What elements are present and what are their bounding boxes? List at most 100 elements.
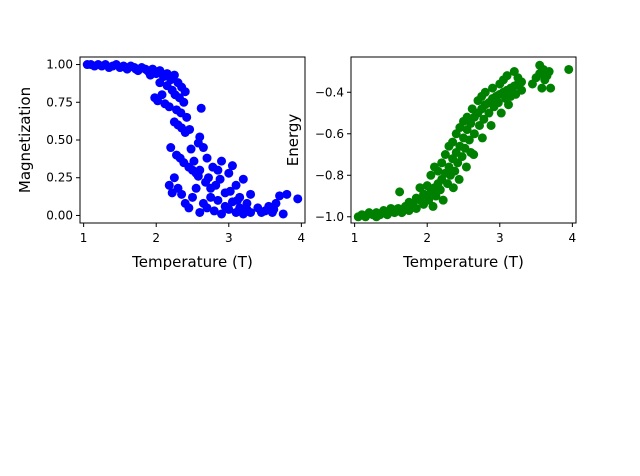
magnetization-point-106	[193, 171, 203, 181]
magnetization-point-59	[224, 168, 234, 178]
energy-point-94	[474, 120, 484, 130]
energy-point-105	[448, 183, 458, 193]
magnetization-y-tick-label-4: 1.00	[46, 58, 73, 72]
magnetization-point-52	[202, 153, 212, 163]
energy-y-axis: −1.0 −0.8 −0.6 −0.4	[315, 85, 351, 224]
energy-point-51	[564, 64, 574, 74]
energy-point-52	[395, 187, 405, 197]
magnetization-point-101	[215, 174, 225, 184]
magnetization-point-42	[166, 143, 176, 153]
magnetization-point-87	[246, 207, 256, 217]
energy-y-tick-label-0: −1.0	[315, 210, 344, 224]
energy-x-axis-label: Temperature (T)	[402, 253, 524, 271]
magnetization-point-66	[169, 173, 179, 183]
magnetization-point-119	[121, 63, 131, 73]
magnetization-point-81	[224, 204, 234, 214]
energy-point-96	[484, 108, 494, 118]
energy-point-70	[480, 87, 490, 97]
energy-point-84	[431, 191, 441, 201]
energy-x-tick-label-2: 3	[496, 231, 504, 245]
magnetization-point-110	[170, 90, 180, 100]
magnetization-point-61	[231, 180, 241, 190]
energy-y-tick-label-1: −0.8	[315, 168, 344, 182]
magnetization-y-axis-label: Magnetization	[16, 87, 34, 193]
energy-y-tick-label-2: −0.6	[315, 127, 344, 141]
energy-point-98	[493, 98, 503, 108]
energy-point-102	[386, 203, 396, 213]
energy-point-67	[467, 104, 477, 114]
energy-point-107	[461, 162, 471, 172]
magnetization-point-72	[191, 183, 201, 193]
energy-point-74	[502, 71, 512, 81]
energy-x-axis: 1 2 3 4	[351, 223, 576, 245]
energy-point-104	[438, 195, 448, 205]
energy-point-79	[537, 83, 547, 93]
magnetization-chart: 1 2 3 4 0.00 0.25 0.50 0.75 1.00 Temperature (T…	[16, 56, 306, 271]
magnetization-point-93	[278, 209, 288, 219]
magnetization-y-tick-label-1: 0.25	[46, 171, 73, 185]
magnetization-point-113	[193, 138, 203, 148]
energy-point-92	[464, 135, 474, 145]
magnetization-point-79	[217, 209, 227, 219]
energy-point-80	[404, 197, 414, 207]
energy-point-93	[469, 129, 479, 139]
magnetization-point-78	[213, 195, 223, 205]
magnetization-point-50	[196, 103, 206, 113]
magnetization-point-92	[275, 191, 285, 201]
energy-point-71	[488, 83, 498, 93]
energy-point-88	[450, 166, 460, 176]
energy-point-112	[504, 100, 513, 110]
energy-point-110	[486, 120, 496, 130]
energy-point-77	[513, 73, 523, 83]
magnetization-point-73	[195, 207, 205, 217]
magnetization-point-112	[185, 124, 195, 134]
energy-point-90	[457, 152, 467, 162]
magnetization-point-76	[206, 192, 216, 202]
energy-point-55	[426, 170, 436, 180]
magnetization-point-29	[157, 90, 167, 100]
energy-x-tick-label-3: 4	[569, 231, 577, 245]
energy-point-109	[477, 133, 487, 143]
energy-y-axis-label: Energy	[284, 114, 302, 167]
magnetization-point-103	[233, 195, 242, 205]
energy-point-95	[479, 114, 489, 124]
energy-x-tick-label-1: 2	[423, 231, 431, 245]
energy-point-106	[454, 174, 464, 184]
energy-point-100	[371, 208, 381, 218]
energy-point-58	[437, 158, 447, 168]
magnetization-y-tick-label-0: 0.00	[46, 208, 73, 222]
magnetization-x-tick-label-2: 3	[225, 231, 233, 245]
energy-point-61	[448, 137, 458, 147]
magnetization-point-94	[282, 189, 292, 199]
magnetization-point-100	[206, 183, 216, 193]
energy-y-tick-label-3: −0.4	[315, 85, 344, 99]
energy-point-54	[422, 181, 432, 191]
magnetization-x-axis-label: Temperature (T)	[131, 253, 253, 271]
magnetization-point-63	[238, 174, 248, 184]
magnetization-point-77	[209, 206, 219, 216]
energy-point-50	[546, 83, 556, 93]
magnetization-point-104	[186, 144, 196, 154]
magnetization-point-24	[169, 70, 179, 80]
energy-point-85	[435, 185, 445, 195]
magnetization-point-117	[143, 66, 152, 76]
energy-point-78	[535, 60, 545, 70]
magnetization-point-56	[213, 165, 223, 175]
magnetization-point-97	[167, 188, 177, 198]
magnetization-point-109	[162, 81, 172, 91]
energy-point-108	[469, 150, 479, 160]
magnetization-point-31	[164, 102, 174, 112]
magnetization-point-115	[256, 207, 266, 217]
magnetization-x-axis: 1 2 3 4	[80, 223, 305, 245]
magnetization-y-tick-label-2: 0.50	[46, 133, 73, 147]
magnetization-point-105	[189, 156, 199, 166]
magnetization-point-116	[269, 204, 279, 214]
magnetization-x-tick-label-3: 4	[298, 231, 306, 245]
magnetization-point-68	[177, 189, 187, 199]
magnetization-point-35	[179, 97, 189, 107]
energy-point-101	[379, 206, 389, 216]
magnetization-point-71	[188, 192, 197, 202]
energy-point-57	[433, 166, 443, 176]
magnetization-point-75	[202, 203, 212, 213]
